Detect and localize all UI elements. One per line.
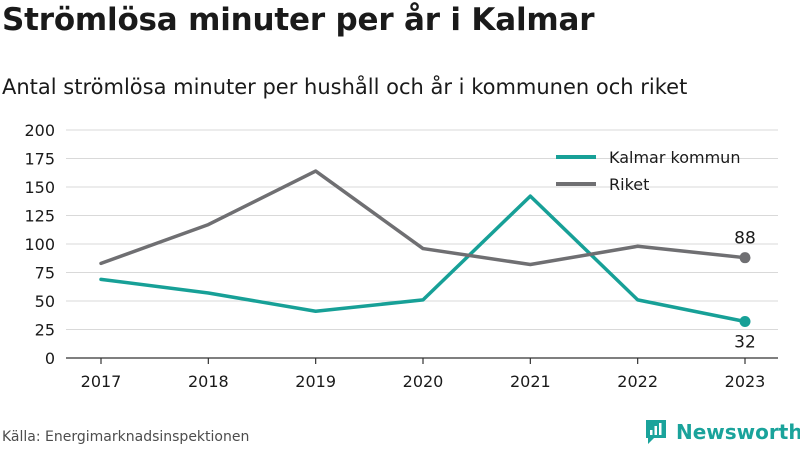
- series-endpoint-kalmar: [739, 316, 751, 328]
- series-line-kalmar: [99, 194, 747, 324]
- source-note: Källa: Energimarknadsinspektionen: [2, 429, 250, 445]
- y-tick-label: 50: [35, 292, 55, 311]
- x-tick-label: 2018: [188, 372, 229, 391]
- x-tick-label: 2022: [617, 372, 658, 391]
- y-tick-label: 100: [24, 235, 55, 254]
- x-tick-label: 2023: [725, 372, 766, 391]
- chart-title: Strömlösa minuter per år i Kalmar: [2, 2, 595, 38]
- series-line-riket: [99, 169, 747, 267]
- y-tick-label: 125: [24, 207, 55, 226]
- legend-label: Kalmar kommun: [609, 148, 740, 167]
- x-tick-label: 2020: [403, 372, 444, 391]
- end-label-riket: 88: [734, 229, 756, 249]
- y-tick-label: 150: [24, 178, 55, 197]
- chart-subtitle: Antal strömlösa minuter per hushåll och …: [2, 75, 688, 99]
- x-tick-label: 2017: [81, 372, 122, 391]
- series-endpoint-riket: [739, 252, 751, 264]
- end-label-kalmar: 32: [734, 333, 756, 353]
- legend-label: Riket: [609, 175, 649, 194]
- y-tick-label: 200: [24, 121, 55, 140]
- y-tick-label: 0: [45, 349, 55, 368]
- y-tick-label: 75: [35, 264, 55, 283]
- x-tick-label: 2019: [295, 372, 336, 391]
- brand-name: Newsworthy: [676, 420, 800, 444]
- brand-logo: Newsworthy: [644, 418, 800, 446]
- y-tick-label: 175: [24, 150, 55, 169]
- newsworthy-logo-icon: [646, 420, 666, 444]
- x-tick-label: 2021: [510, 372, 551, 391]
- y-tick-label: 25: [35, 321, 55, 340]
